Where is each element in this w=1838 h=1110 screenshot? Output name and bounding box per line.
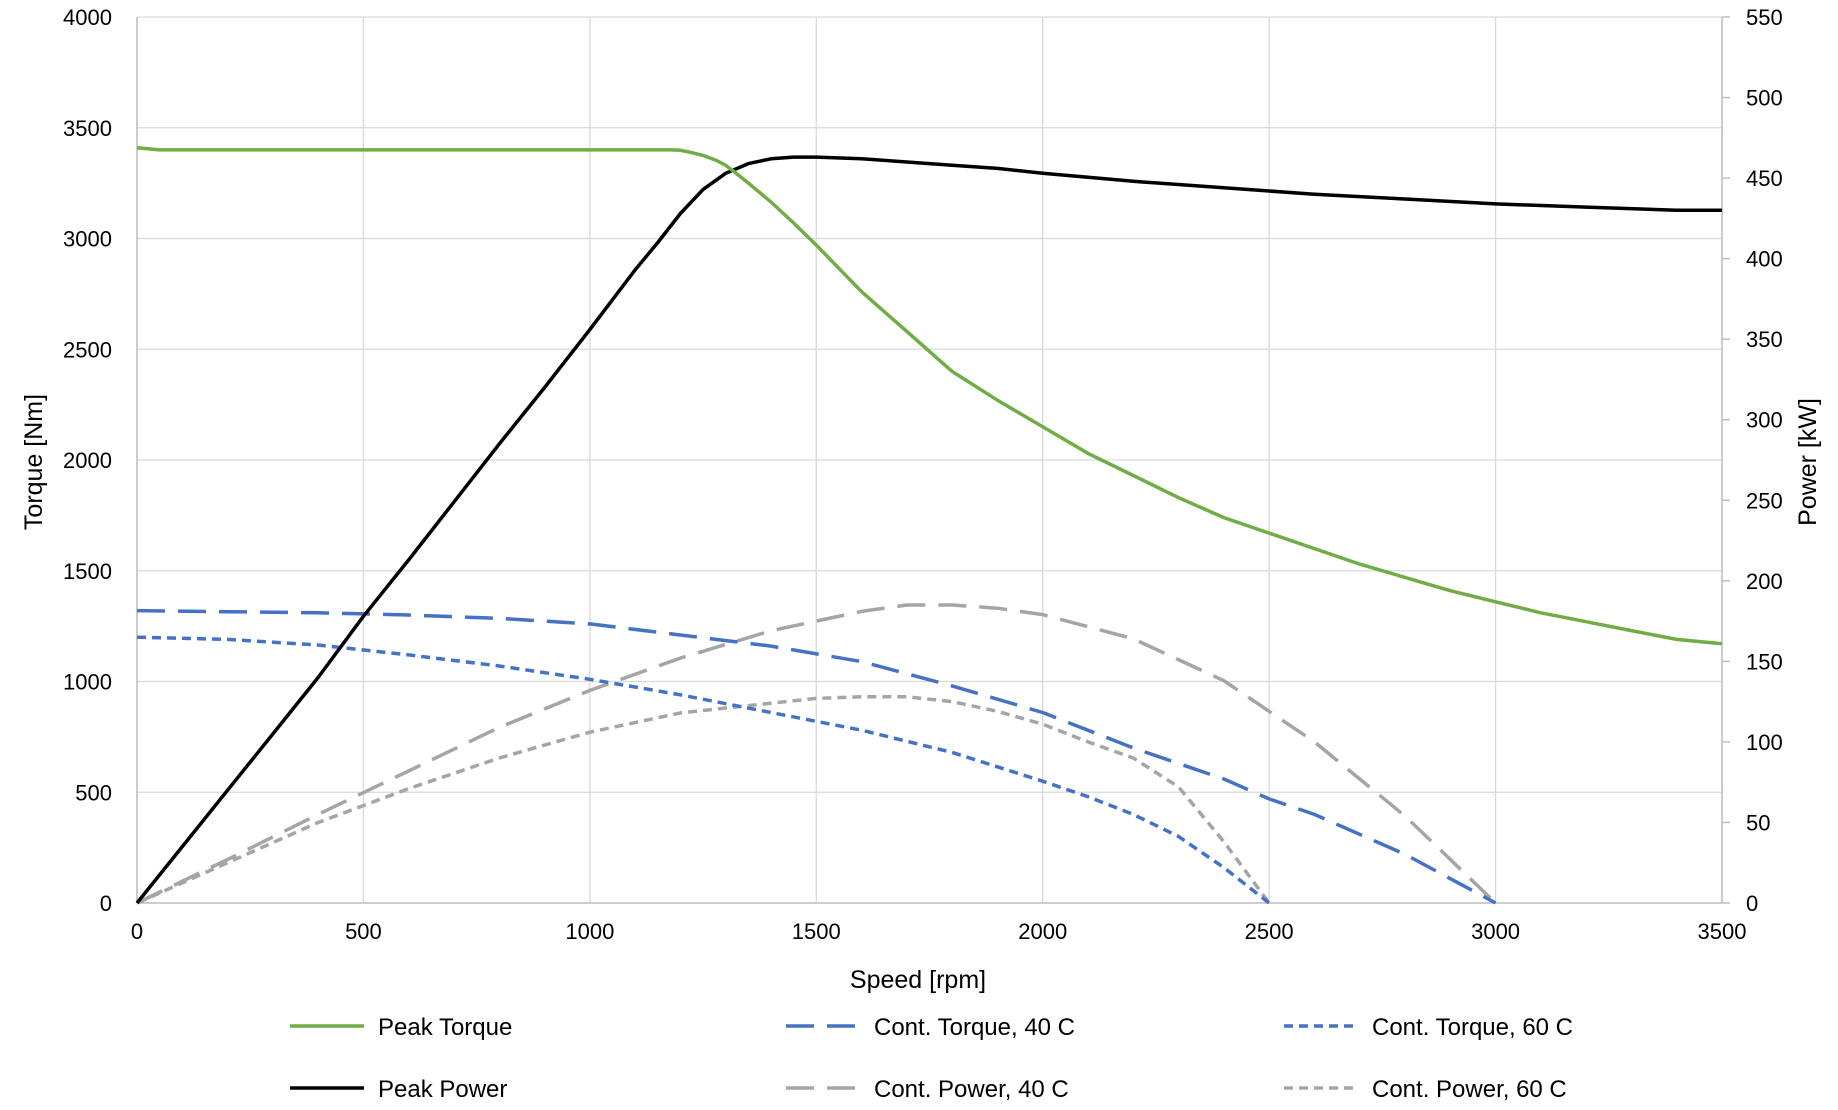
legend-item: Cont. Torque, 60 C [1284,1014,1573,1041]
y2-tick-label: 250 [1746,488,1783,513]
y-tick-label: 1500 [63,559,112,584]
x-tick-label: 3500 [1698,919,1747,944]
series-line-cont-torque-60-c [137,637,1269,903]
legend-label: Peak Power [378,1076,507,1103]
y2-tick-label: 150 [1746,649,1783,674]
y2-tick-label: 400 [1746,247,1783,272]
tick-labels: 0 500 1000 1500 2000 2500 3000 3500050010001500… [63,5,1783,944]
y2-tick-label: 50 [1746,810,1770,835]
y-tick-label: 1000 [63,670,112,695]
series-line-peak-power [137,157,1722,903]
legend-label: Cont. Torque, 40 C [874,1014,1075,1041]
y2-tick-label: 350 [1746,327,1783,352]
y-tick-label: 3000 [63,227,112,252]
x-tick-label: 2000 [1018,919,1067,944]
x-tick-label: 2500 [1245,919,1294,944]
series [137,148,1722,903]
series-line-peak-torque [137,148,1722,644]
legend-item: Cont. Power, 60 C [1284,1076,1567,1103]
y-tick-label: 0 [100,891,112,916]
x-tick-label: 0 [131,919,143,944]
y2-tick-label: 200 [1746,569,1783,594]
y2-axis-title: Power [kW] [1794,398,1822,526]
y2-tick-label: 100 [1746,730,1783,755]
y-tick-label: 500 [75,780,112,805]
legend-label: Peak Torque [378,1014,512,1041]
y2-tick-label: 500 [1746,86,1783,111]
y-axis-title: Torque [Nm] [20,394,48,530]
y2-tick-label: 550 [1746,5,1783,30]
y-tick-label: 3500 [63,116,112,141]
legend-item: Peak Torque [290,1014,512,1041]
x-axis-title: Speed [rpm] [850,966,986,994]
y2-tick-label: 450 [1746,166,1783,191]
x-tick-label: 1000 [565,919,614,944]
legend-item: Cont. Power, 40 C [786,1076,1069,1103]
legend-label: Cont. Torque, 60 C [1372,1014,1573,1041]
x-tick-label: 3000 [1471,919,1520,944]
x-tick-label: 500 [345,919,382,944]
x-tick-label: 1500 [792,919,841,944]
y-tick-label: 4000 [63,5,112,30]
legend-item: Cont. Torque, 40 C [786,1014,1075,1041]
y-tick-label: 2000 [63,448,112,473]
legend: Peak Torque Cont. Torque, 40 C Cont. Torqu… [290,1014,1573,1103]
y2-tick-label: 0 [1746,891,1758,916]
legend-label: Cont. Power, 60 C [1372,1076,1567,1103]
legend-item: Peak Power [290,1076,507,1103]
legend-label: Cont. Power, 40 C [874,1076,1069,1103]
y-tick-label: 2500 [63,337,112,362]
y2-tick-label: 300 [1746,408,1783,433]
